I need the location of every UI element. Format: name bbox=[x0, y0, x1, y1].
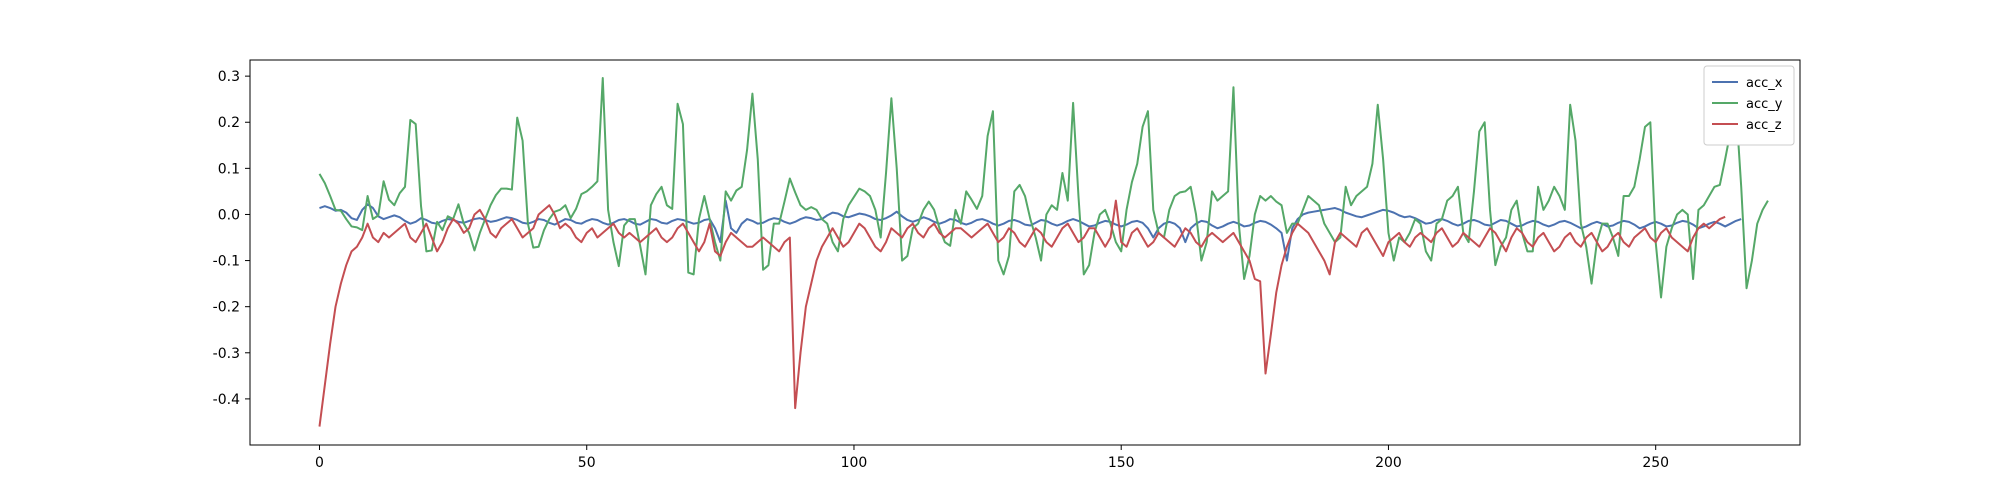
series-layer bbox=[318, 76, 1769, 427]
series-line-acc-z bbox=[318, 199, 1726, 427]
y-axis: -0.4 -0.3 -0.2 -0.1 0.0 0.1 0.2 0.3 bbox=[213, 69, 250, 408]
x-tick-label: 0 bbox=[315, 455, 324, 471]
y-tick-label: -0.3 bbox=[213, 346, 240, 362]
legend: acc_x acc_y acc_z bbox=[1703, 65, 1795, 146]
y-tick-label: 0.0 bbox=[218, 207, 240, 223]
legend-label-acc-x: acc_x bbox=[1746, 76, 1783, 91]
y-tick-label: 0.1 bbox=[218, 161, 240, 177]
y-tick-label: -0.4 bbox=[213, 392, 240, 408]
y-tick-label: -0.2 bbox=[213, 300, 240, 316]
x-tick-label: 200 bbox=[1375, 455, 1402, 471]
x-tick-label: 50 bbox=[578, 455, 596, 471]
x-tick-label: 150 bbox=[1108, 455, 1135, 471]
x-axis: 0 50 100 150 200 250 bbox=[315, 445, 1669, 471]
x-tick-label: 100 bbox=[841, 455, 868, 471]
y-tick-label: -0.1 bbox=[213, 254, 240, 270]
legend-label-acc-z: acc_z bbox=[1746, 118, 1782, 133]
plot-frame bbox=[249, 59, 1801, 446]
series-line-acc-x bbox=[319, 199, 1742, 262]
y-tick-label: 0.3 bbox=[218, 69, 240, 85]
legend-box bbox=[1703, 65, 1795, 146]
y-tick-label: 0.2 bbox=[218, 115, 240, 131]
x-tick-label: 250 bbox=[1642, 455, 1669, 471]
legend-label-acc-y: acc_y bbox=[1746, 97, 1783, 112]
